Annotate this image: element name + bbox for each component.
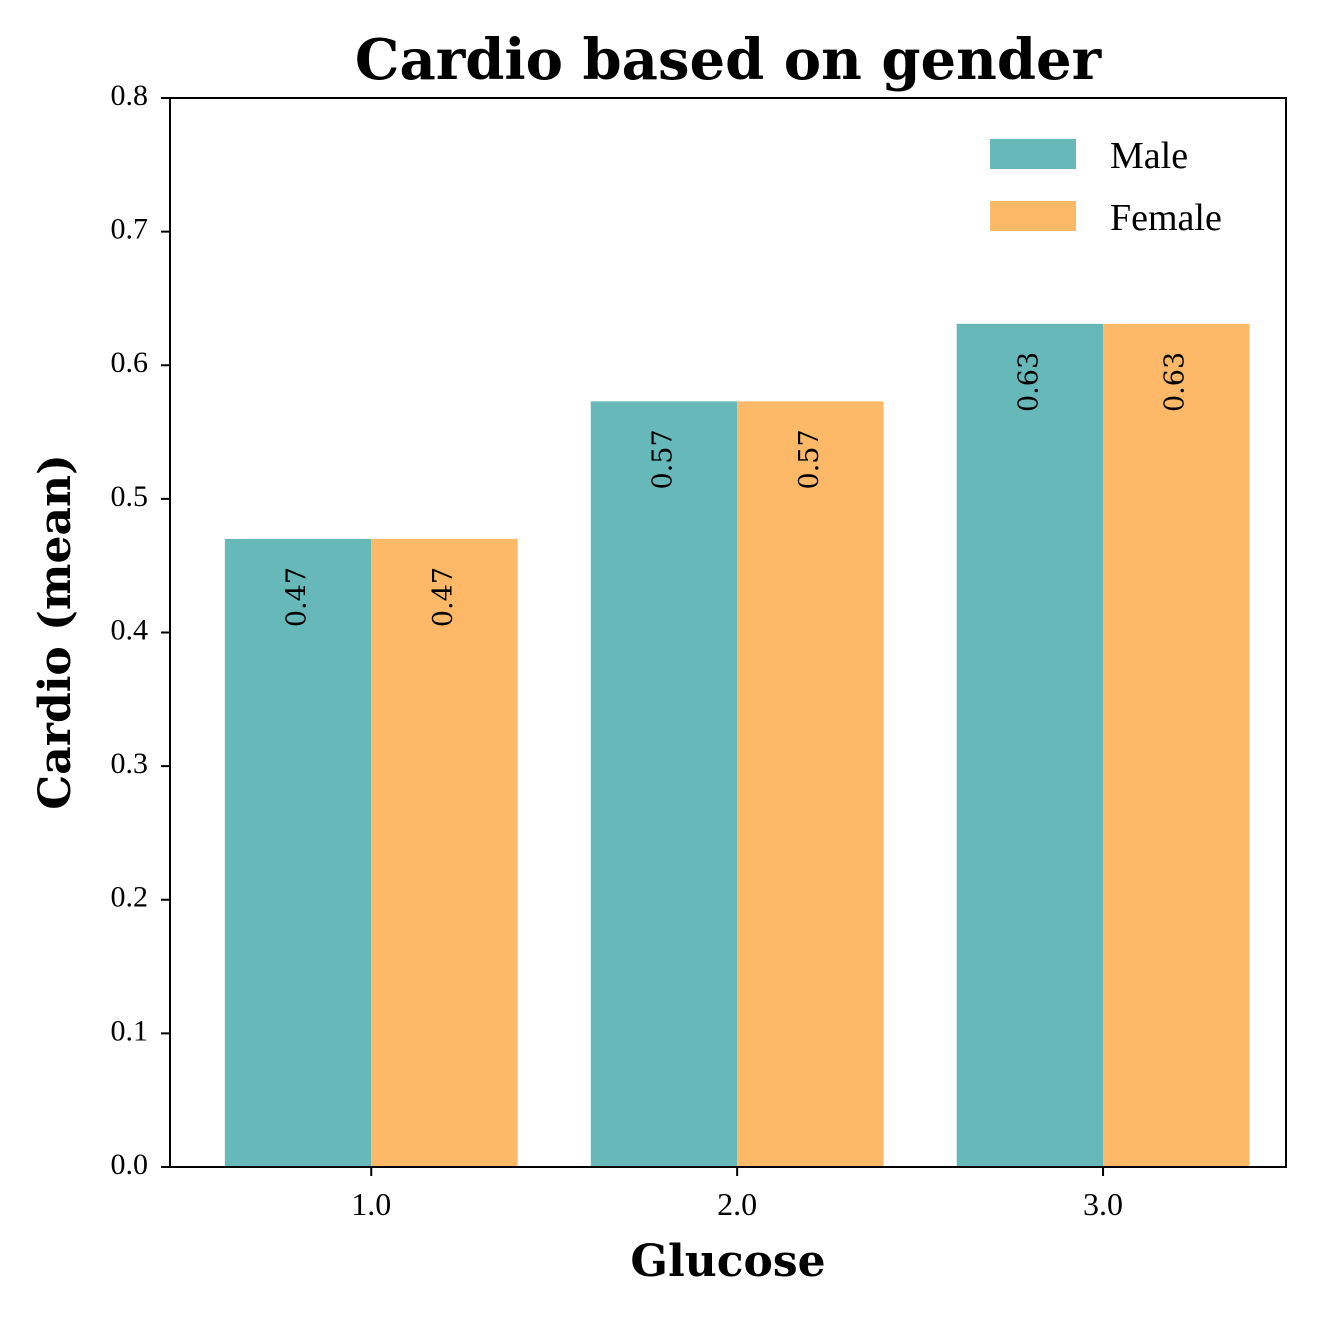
bar-value-label: 0.63 [1160, 352, 1191, 412]
bar-female-2.0 [737, 401, 884, 1167]
y-axis-label: Cardio (mean) [30, 454, 81, 810]
y-tick-label: 0.8 [111, 79, 149, 112]
legend-label-male: Male [1110, 135, 1188, 177]
bar-female-3.0 [1103, 323, 1250, 1167]
bar-labels-layer: 0.47 0.57 0.63 0.47 0.57 0.63 [282, 352, 1191, 627]
legend: Male Female [990, 135, 1222, 239]
bar-male-2.0 [590, 401, 738, 1167]
bar-value-label: 0.47 [428, 567, 459, 627]
y-tick-label: 0.6 [111, 346, 149, 379]
bar-male-1.0 [224, 538, 372, 1167]
x-axis-label: Glucose [630, 1236, 825, 1287]
bars-layer [224, 323, 1250, 1167]
legend-label-female: Female [1110, 197, 1222, 239]
x-tick-label: 2.0 [717, 1186, 757, 1222]
bar-value-label: 0.47 [282, 567, 313, 627]
legend-swatch-female [990, 201, 1076, 231]
chart-title: Cardio based on gender [355, 27, 1103, 93]
y-tick-label: 0.4 [111, 613, 149, 646]
y-tick-label: 0.5 [111, 480, 149, 513]
y-tick-label: 0.1 [111, 1014, 149, 1047]
bar-female-1.0 [371, 538, 518, 1167]
bar-male-3.0 [956, 323, 1104, 1167]
y-tick-label: 0.7 [111, 213, 149, 246]
y-tick-label: 0.2 [111, 881, 149, 914]
x-tick-label: 3.0 [1083, 1186, 1123, 1222]
bar-value-label: 0.63 [1013, 352, 1044, 412]
bar-value-label: 0.57 [647, 429, 678, 489]
legend-swatch-male [990, 139, 1076, 169]
y-tick-label: 0.3 [111, 747, 149, 780]
axes-layer: 0.0 0.1 0.2 0.3 0.4 0.5 0.6 0.7 0.8 1.0 2.0 3.0 [111, 79, 1287, 1222]
y-tick-label: 0.0 [111, 1148, 149, 1181]
x-tick-label: 1.0 [351, 1186, 391, 1222]
bar-value-label: 0.57 [794, 429, 825, 489]
